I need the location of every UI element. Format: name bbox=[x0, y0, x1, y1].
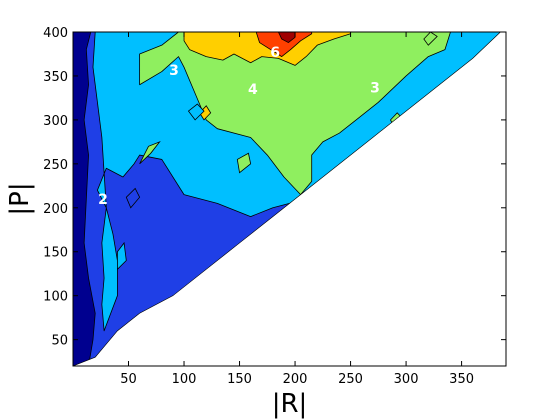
contour-hole-level-2-0 bbox=[125, 187, 141, 209]
contour-island-level-5-0 bbox=[199, 105, 212, 121]
x-tick-label-2: 150 bbox=[227, 372, 252, 387]
contour-region-level-7 bbox=[277, 32, 296, 43]
contour-label-layer: 2 3 4 6 3 bbox=[98, 45, 380, 208]
x-tick-label-3: 200 bbox=[283, 372, 308, 387]
contour-label-2: 4 bbox=[248, 82, 258, 98]
x-tick-label-0: 50 bbox=[120, 372, 137, 387]
domain-mask bbox=[72, 31, 506, 367]
x-tick-label-6: 350 bbox=[449, 372, 474, 387]
contour-island-level-4-1 bbox=[236, 152, 252, 174]
contour-region-level-4 bbox=[139, 32, 451, 196]
contour-label-3: 6 bbox=[270, 45, 280, 61]
contour-island-level-4-3 bbox=[423, 32, 438, 46]
contour-label-4: 3 bbox=[370, 80, 380, 96]
x-tick-label-5: 300 bbox=[394, 372, 419, 387]
y-tick-label-0: 50 bbox=[51, 334, 68, 349]
plot-frame bbox=[72, 31, 507, 367]
domain-boundary-line bbox=[72, 31, 501, 367]
contour-hole-level-3-1 bbox=[187, 103, 205, 121]
y-tick-label-3: 200 bbox=[43, 202, 68, 217]
contour-label-0: 2 bbox=[98, 192, 108, 208]
y-tick-label-6: 350 bbox=[43, 70, 68, 85]
y-tick-label-2: 150 bbox=[43, 246, 68, 261]
x-tick-label-1: 100 bbox=[172, 372, 197, 387]
y-tick-label-4: 250 bbox=[43, 158, 68, 173]
contour-region-level-6 bbox=[255, 32, 313, 58]
contour-island-level-3-0 bbox=[117, 241, 127, 271]
y-tick-label-7: 400 bbox=[43, 26, 68, 41]
contour-label-1: 3 bbox=[169, 63, 179, 79]
contour-island-level-4-0 bbox=[139, 140, 161, 165]
axis-ticks: 50 100 150 200 250 300 350 50 100 150 200 250 300 350… bbox=[43, 26, 506, 387]
x-axis-label: |R| bbox=[272, 389, 308, 419]
y-axis-label: |P| bbox=[5, 182, 35, 215]
y-tick-label-1: 100 bbox=[43, 290, 68, 305]
x-tick-label-4: 250 bbox=[338, 372, 363, 387]
y-tick-label-5: 300 bbox=[43, 114, 68, 129]
no-data-region bbox=[73, 32, 506, 366]
